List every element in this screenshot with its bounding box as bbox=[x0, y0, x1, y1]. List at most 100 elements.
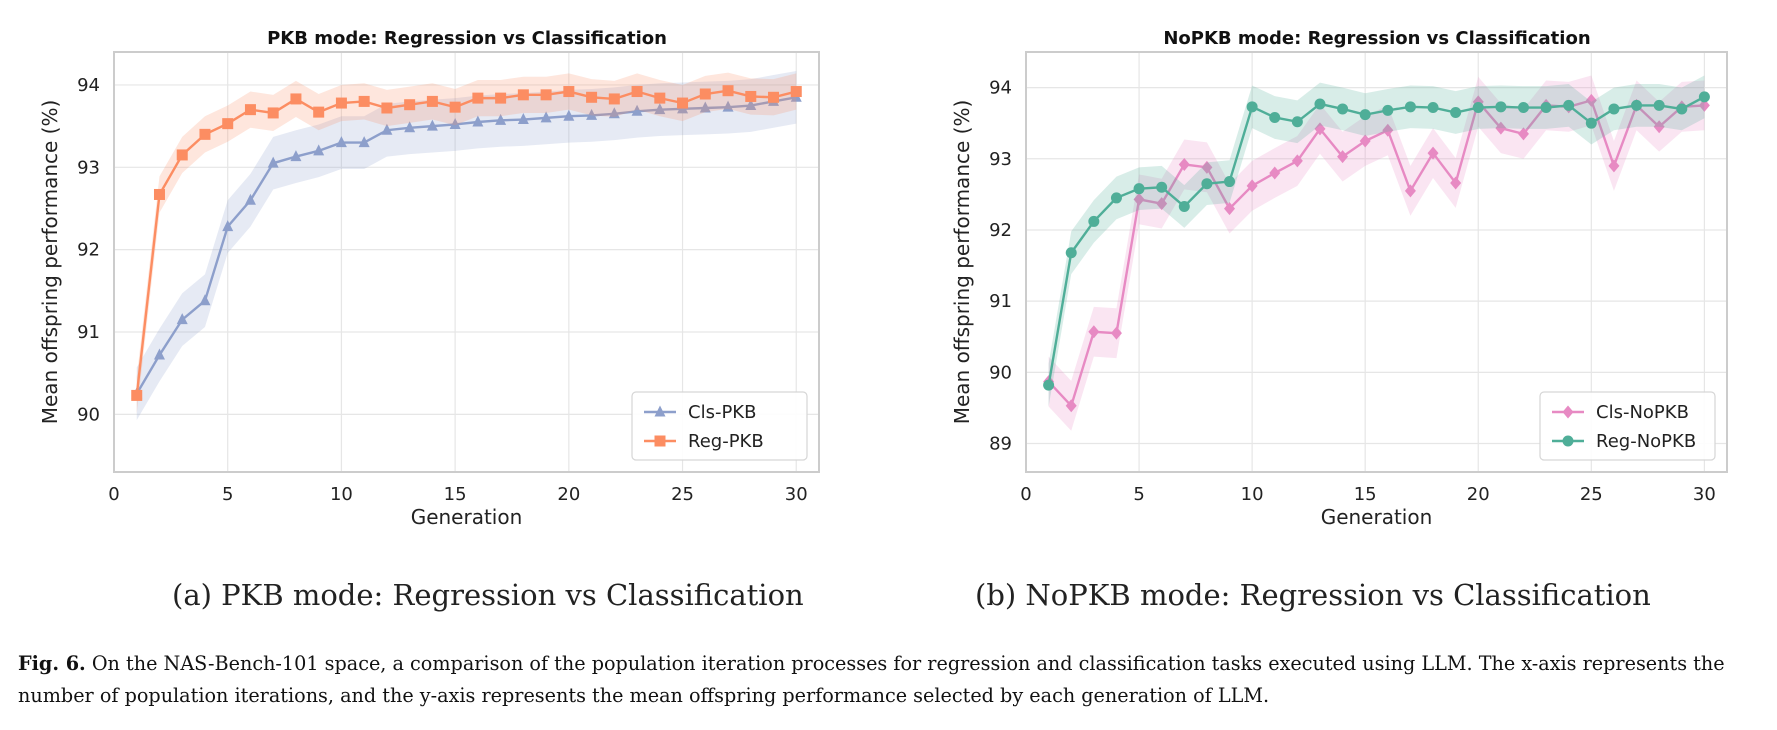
data-point-Cls-NoPKB bbox=[1133, 192, 1145, 206]
data-point-Reg-PKB bbox=[586, 91, 598, 103]
chart-pkb-legend: Cls-PKB Reg-PKB bbox=[631, 391, 808, 461]
data-point-Reg-PKB bbox=[335, 97, 347, 109]
y-tick-label: 89 bbox=[989, 434, 1012, 455]
data-point-Cls-PKB bbox=[563, 109, 575, 121]
data-point-Reg-PKB bbox=[472, 92, 484, 104]
data-point-Reg-NoPKB bbox=[1110, 192, 1122, 204]
data-point-Cls-NoPKB bbox=[1427, 146, 1439, 160]
data-point-Reg-PKB bbox=[540, 89, 552, 101]
data-point-Reg-NoPKB bbox=[1156, 181, 1168, 193]
data-point-Cls-NoPKB bbox=[1314, 122, 1326, 136]
y-tick-label: 94 bbox=[989, 78, 1012, 99]
data-point-Reg-NoPKB bbox=[1450, 107, 1462, 119]
data-point-Cls-NoPKB bbox=[1359, 134, 1371, 148]
data-point-Cls-NoPKB bbox=[1653, 120, 1665, 134]
data-point-Reg-PKB bbox=[699, 88, 711, 100]
data-point-Reg-PKB bbox=[313, 106, 325, 118]
data-point-Reg-NoPKB bbox=[1698, 91, 1710, 103]
data-point-Reg-PKB bbox=[244, 104, 256, 116]
data-point-Cls-PKB bbox=[335, 136, 347, 148]
data-point-Reg-PKB bbox=[199, 128, 211, 140]
data-point-Cls-NoPKB bbox=[1088, 325, 1100, 339]
legend-marker-Cls-PKB bbox=[654, 405, 666, 417]
data-point-Cls-PKB bbox=[267, 156, 279, 168]
data-point-Reg-PKB bbox=[153, 188, 165, 200]
data-point-Reg-PKB bbox=[381, 102, 393, 114]
legend-label-Reg-PKB: Reg-PKB bbox=[688, 431, 764, 452]
x-tick-label: 0 bbox=[108, 484, 119, 505]
data-point-Reg-NoPKB bbox=[1133, 183, 1145, 195]
x-tick-label: 10 bbox=[330, 484, 353, 505]
data-point-Cls-PKB bbox=[722, 100, 734, 112]
x-tick-label: 15 bbox=[1354, 484, 1377, 505]
series-band-Reg-NoPKB bbox=[1048, 75, 1705, 407]
x-tick-label: 5 bbox=[222, 484, 233, 505]
data-point-Cls-PKB bbox=[654, 103, 666, 115]
data-point-Reg-PKB bbox=[131, 389, 143, 401]
data-point-Cls-NoPKB bbox=[1608, 159, 1620, 173]
y-axis-label: Mean offspring performance (%) bbox=[950, 100, 974, 425]
data-point-Reg-NoPKB bbox=[1517, 102, 1529, 114]
data-point-Reg-NoPKB bbox=[1495, 101, 1507, 113]
data-point-Cls-PKB bbox=[540, 111, 552, 123]
chart-nopkb-frame bbox=[1025, 51, 1728, 473]
figure-charts: PKB mode: Regression vs Classification 0 5… bbox=[38, 28, 1728, 529]
data-point-Reg-PKB bbox=[517, 89, 529, 101]
data-point-Reg-NoPKB bbox=[1224, 176, 1236, 188]
data-point-Reg-NoPKB bbox=[1608, 103, 1620, 115]
data-point-Reg-PKB bbox=[449, 101, 461, 113]
y-tick-label: 90 bbox=[989, 362, 1012, 383]
data-point-Cls-PKB bbox=[699, 101, 711, 113]
data-point-Reg-NoPKB bbox=[1563, 99, 1575, 111]
data-point-Reg-PKB bbox=[563, 86, 575, 98]
x-tick-label: 20 bbox=[1467, 484, 1490, 505]
data-point-Cls-PKB bbox=[517, 113, 529, 125]
y-tick-label: 92 bbox=[77, 240, 100, 261]
data-point-Reg-NoPKB bbox=[1631, 99, 1643, 111]
data-point-Cls-PKB bbox=[176, 313, 188, 325]
series-band-Cls-PKB bbox=[136, 70, 797, 421]
data-point-Cls-NoPKB bbox=[1404, 184, 1416, 198]
data-point-Reg-NoPKB bbox=[1540, 102, 1552, 114]
legend-box bbox=[1539, 391, 1716, 461]
data-point-Reg-PKB bbox=[426, 95, 438, 107]
data-point-Reg-NoPKB bbox=[1246, 101, 1258, 113]
series-Reg-PKB bbox=[131, 72, 802, 414]
data-point-Cls-NoPKB bbox=[1291, 154, 1303, 168]
data-point-Reg-PKB bbox=[608, 93, 620, 105]
y-tick-label: 93 bbox=[989, 149, 1012, 170]
data-point-Reg-PKB bbox=[358, 95, 370, 107]
data-point-Cls-NoPKB bbox=[1178, 157, 1190, 171]
legend-marker-Reg-PKB bbox=[654, 435, 666, 447]
data-point-Cls-PKB bbox=[222, 220, 234, 232]
legend-label-Cls-PKB: Cls-PKB bbox=[688, 402, 756, 423]
chart-nopkb: NoPKB mode: Regression vs Classification… bbox=[950, 28, 1728, 529]
x-tick-label: 0 bbox=[1020, 484, 1031, 505]
data-point-Reg-PKB bbox=[267, 107, 279, 119]
data-point-Reg-NoPKB bbox=[1585, 117, 1597, 129]
data-point-Reg-NoPKB bbox=[1359, 109, 1371, 121]
data-point-Reg-NoPKB bbox=[1382, 104, 1394, 116]
data-point-Cls-NoPKB bbox=[1110, 326, 1122, 340]
data-point-Cls-NoPKB bbox=[1065, 399, 1077, 413]
data-point-Reg-PKB bbox=[654, 92, 666, 104]
data-point-Cls-PKB bbox=[472, 115, 484, 127]
subcaption-a: (a) PKB mode: Regression vs Classificati… bbox=[172, 578, 804, 612]
data-point-Reg-NoPKB bbox=[1291, 116, 1303, 128]
chart-nopkb-legend: Cls-NoPKB Reg-NoPKB bbox=[1539, 391, 1716, 461]
data-point-Reg-PKB bbox=[790, 86, 802, 98]
data-point-Cls-NoPKB bbox=[1337, 150, 1349, 164]
chart-pkb-title: PKB mode: Regression vs Classification bbox=[267, 28, 667, 49]
data-point-Cls-NoPKB bbox=[1517, 127, 1529, 141]
chart-pkb-frame bbox=[113, 51, 820, 473]
data-point-Reg-NoPKB bbox=[1043, 379, 1055, 391]
x-tick-label: 30 bbox=[1693, 484, 1716, 505]
data-point-Cls-PKB bbox=[199, 294, 211, 306]
data-point-Reg-NoPKB bbox=[1472, 102, 1484, 114]
data-point-Cls-PKB bbox=[495, 113, 507, 125]
x-tick-label: 20 bbox=[557, 484, 580, 505]
data-point-Reg-NoPKB bbox=[1676, 103, 1688, 115]
data-point-Reg-PKB bbox=[290, 93, 302, 105]
series-band-Reg-PKB bbox=[136, 72, 797, 414]
x-tick-label: 10 bbox=[1241, 484, 1264, 505]
